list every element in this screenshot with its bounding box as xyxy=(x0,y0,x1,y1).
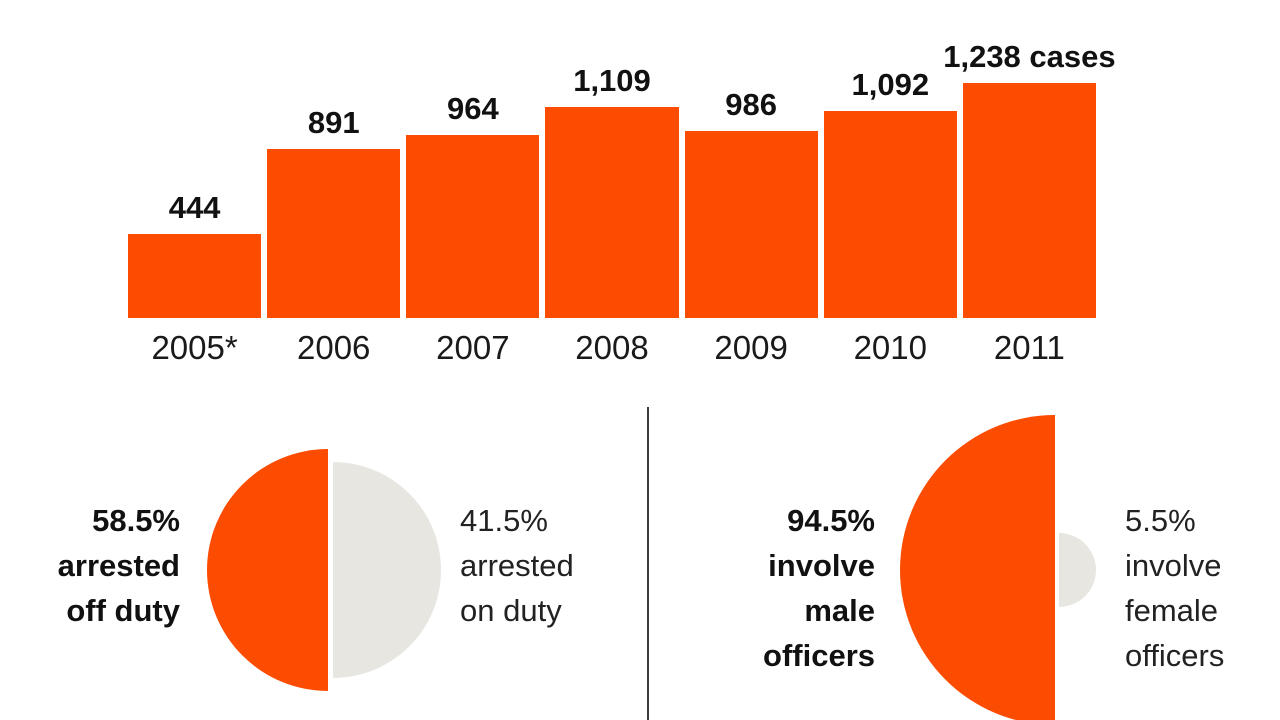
x-axis-tick-label: 2011 xyxy=(993,329,1065,366)
off-duty-label: 58.5% arrested off duty xyxy=(0,498,180,633)
bar-column: 964 2007 xyxy=(406,38,540,368)
x-axis-tick-label: 2009 xyxy=(714,329,788,366)
bar xyxy=(267,149,401,318)
x-axis-tick-label: 2010 xyxy=(853,329,927,366)
x-axis-tick-label: 2007 xyxy=(436,329,510,366)
bar-value-label: 964 xyxy=(446,90,499,126)
female-officers-label: 5.5% involve female officers xyxy=(1125,498,1280,678)
bar-column: 1,238 cases 2011 xyxy=(943,38,1115,368)
female-officers-label-line: 5.5% xyxy=(1125,503,1196,538)
female-officers-label-line: female xyxy=(1125,593,1219,628)
bar-value-label: 1,092 xyxy=(851,66,930,102)
bar xyxy=(962,83,1096,318)
male-officers-label-line: involve xyxy=(768,548,875,583)
bar-value-label: 444 xyxy=(168,189,221,225)
off-duty-half-circle xyxy=(207,449,328,691)
on-duty-label-line: 41.5% xyxy=(460,503,548,538)
bar-column: 1,092 2010 xyxy=(823,38,957,368)
bar xyxy=(545,107,679,318)
female-officers-label-line: involve xyxy=(1125,548,1222,583)
bar-column: 986 2009 xyxy=(684,38,818,368)
bar xyxy=(406,135,540,318)
bar-column: 1,109 2008 xyxy=(545,38,679,368)
off-duty-label-line: off duty xyxy=(66,593,180,628)
female-officers-label-line: officers xyxy=(1125,638,1225,673)
on-duty-label-line: arrested xyxy=(460,548,574,583)
off-duty-label-line: 58.5% xyxy=(92,503,180,538)
off-duty-label-line: arrested xyxy=(57,548,180,583)
female-officers-half-circle xyxy=(1059,533,1096,607)
x-axis-tick-label: 2006 xyxy=(297,329,371,366)
male-officers-label-line: 94.5% xyxy=(787,503,875,538)
bar-value-label: 1,109 xyxy=(573,62,651,98)
male-officers-label-line: male xyxy=(804,593,875,628)
bar-value-label: 1,238 cases xyxy=(943,38,1116,74)
section-divider xyxy=(647,407,649,720)
on-duty-label: 41.5% arrested on duty xyxy=(460,498,640,633)
male-officers-label-line: officers xyxy=(763,638,875,673)
bar xyxy=(823,111,957,318)
on-duty-label-line: on duty xyxy=(460,593,562,628)
bar xyxy=(684,131,818,318)
male-officers-label: 94.5% involve male officers xyxy=(695,498,875,678)
on-duty-half-circle xyxy=(333,462,441,678)
bar-column: 891 2006 xyxy=(267,38,401,368)
bar-value-label: 891 xyxy=(307,104,360,140)
bar-chart: 444 2005* 891 2006 964 2007 1,109 2008 986 2009 1,… xyxy=(128,38,1116,368)
x-axis-tick-label: 2005* xyxy=(151,329,238,366)
bar-value-label: 986 xyxy=(725,86,777,122)
x-axis-tick-label: 2008 xyxy=(575,329,649,366)
bar-column: 444 2005* xyxy=(128,38,262,368)
male-officers-half-circle xyxy=(900,415,1055,720)
bar xyxy=(128,234,262,318)
